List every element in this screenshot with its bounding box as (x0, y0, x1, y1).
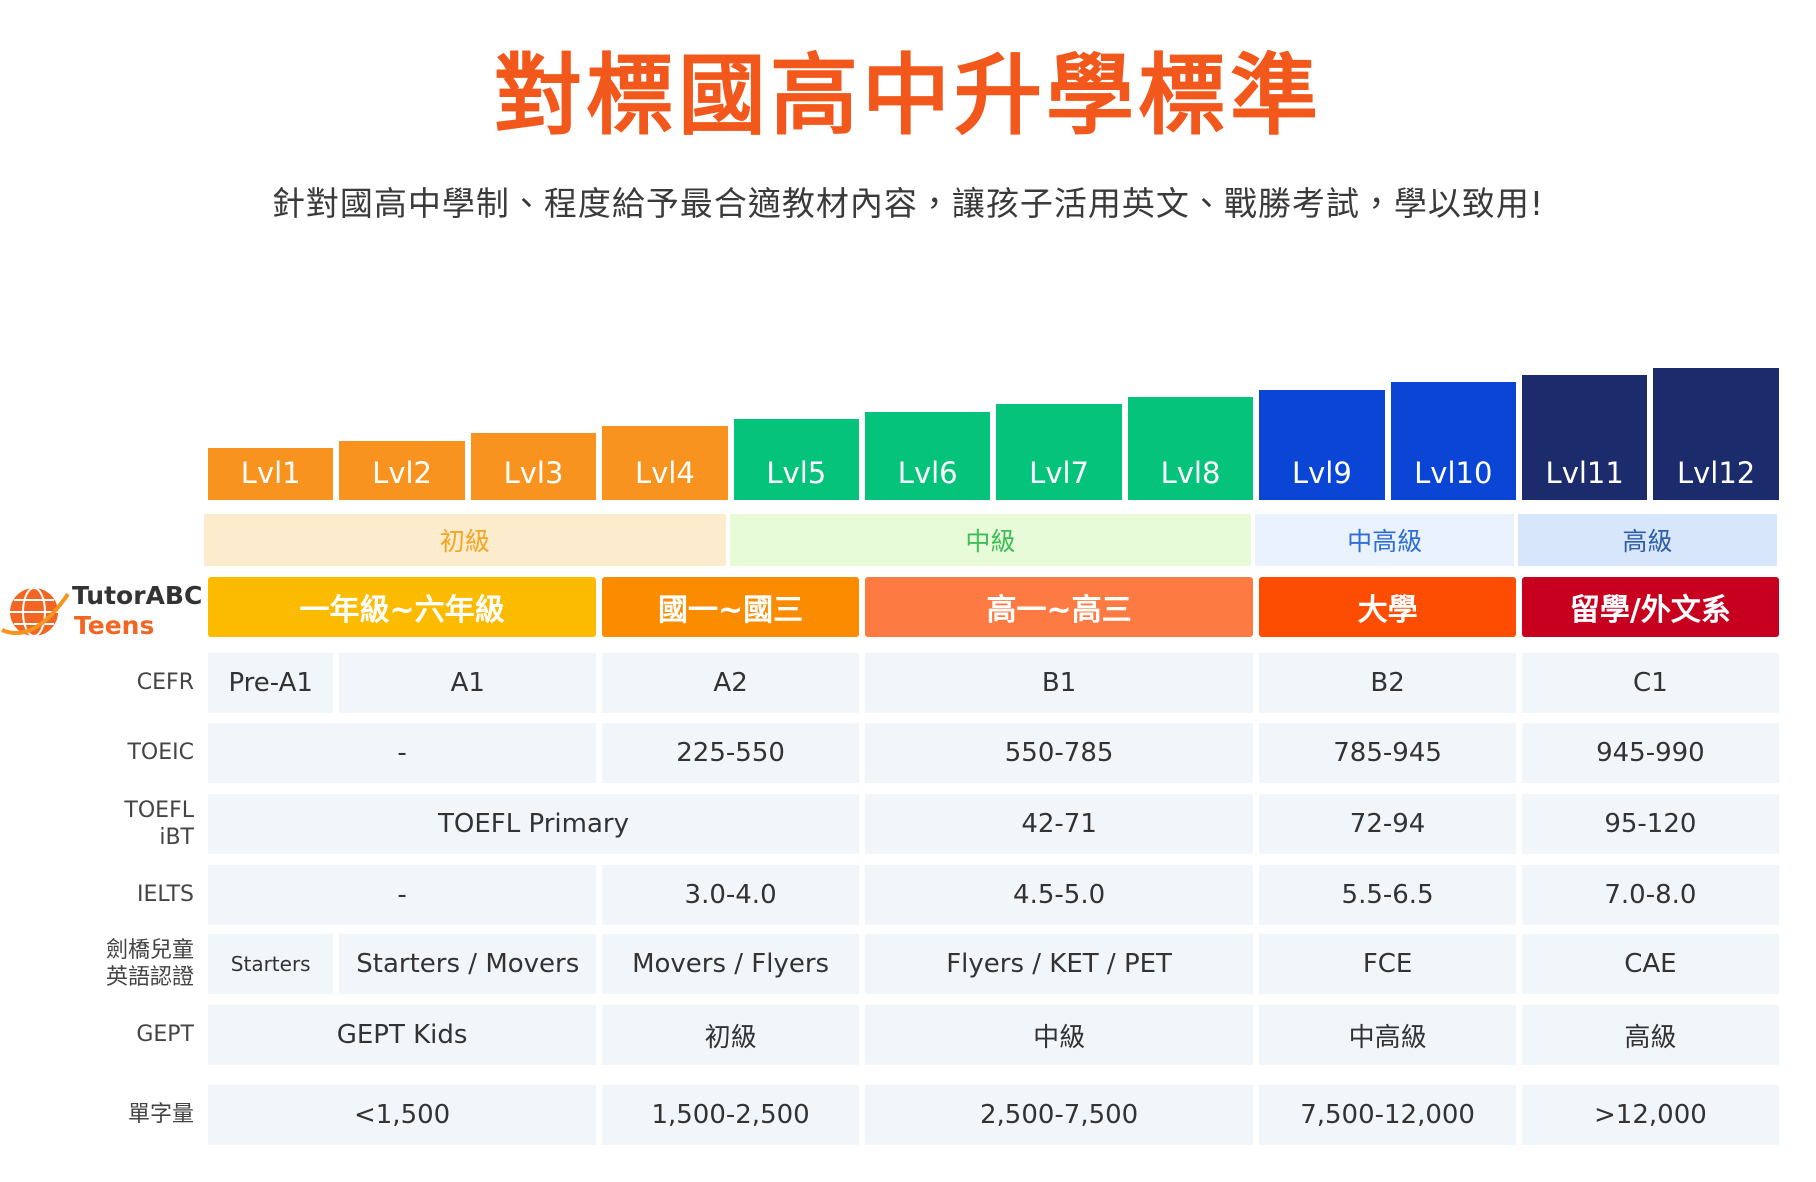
table-cell: FCE (1259, 934, 1516, 994)
row-label: TOEIC (0, 723, 194, 783)
table-cell: CAE (1522, 934, 1779, 994)
row-label: 劍橋兒童英語認證 (0, 934, 194, 994)
table-cell: 550-785 (865, 723, 1254, 783)
tier-label: 中高級 (1255, 514, 1514, 566)
table-cell: - (208, 723, 597, 783)
logo-globe (1, 587, 70, 637)
table-cell: Pre-A1 (208, 653, 334, 713)
grade-label: 一年級~六年級 (208, 577, 597, 637)
table-cell: A2 (602, 653, 859, 713)
table-cell: TOEFL Primary (208, 794, 859, 854)
row-label: TOEFL iBT (0, 794, 194, 854)
table-cell: 72-94 (1259, 794, 1516, 854)
table-cell: 中高級 (1259, 1005, 1516, 1065)
table-cell: 225-550 (602, 723, 859, 783)
title: 對標國高中升學標準 (493, 43, 1322, 147)
table-cell: C1 (1522, 653, 1779, 713)
row-label: 單字量 (0, 1085, 194, 1145)
row-label: IELTS (0, 865, 194, 925)
tier-label: 高級 (1518, 514, 1777, 566)
table-cell: B2 (1259, 653, 1516, 713)
table-cell: 785-945 (1259, 723, 1516, 783)
table-cell: Starters (208, 934, 334, 994)
grade-label: 大學 (1259, 577, 1516, 637)
table-cell: 3.0-4.0 (602, 865, 859, 925)
level-bar: Lvl8 (1127, 396, 1254, 500)
row-label-text: IELTS (136, 882, 194, 908)
table-cell: 945-990 (1522, 723, 1779, 783)
table-cell: 7.0-8.0 (1522, 865, 1779, 925)
table-cell: 95-120 (1522, 794, 1779, 854)
table-cell: 5.5-6.5 (1259, 865, 1516, 925)
row-label-text: 單字量 (127, 1102, 194, 1128)
level-bar: Lvl3 (470, 433, 597, 500)
level-bar: Lvl5 (733, 418, 859, 500)
table-cell: Flyers / KET / PET (865, 934, 1254, 994)
table-cell: Movers / Flyers (602, 934, 859, 994)
table-cell: 7,500-12,000 (1259, 1085, 1516, 1145)
table-cell: B1 (865, 653, 1254, 713)
level-bar: Lvl12 (1653, 367, 1779, 500)
table-cell: 1,500-2,500 (602, 1085, 859, 1145)
subtitle: 針對國高中學制、程度給予最合適教材內容，讓孩子活用英文、戰勝考試，學以致用! (271, 184, 1545, 223)
row-label-text: CEFR (136, 670, 194, 696)
table-cell: - (208, 865, 597, 925)
table-cell: 初級 (602, 1005, 859, 1065)
table-cell: Starters / Movers (339, 934, 597, 994)
table-cell: 高級 (1522, 1005, 1779, 1065)
row-label-text: TOEFL iBT (124, 797, 194, 851)
row-label: CEFR (0, 653, 194, 713)
table-cell: >12,000 (1522, 1085, 1779, 1145)
table-cell: 2,500-7,500 (865, 1085, 1254, 1145)
logo-name: TutorABC (72, 580, 203, 610)
table-cell: <1,500 (208, 1085, 597, 1145)
logo-sub: Teens (74, 610, 155, 640)
row-label: GEPT (0, 1005, 194, 1065)
level-bar: Lvl9 (1259, 389, 1385, 500)
table-cell: 中級 (865, 1005, 1254, 1065)
row-label-text: GEPT (136, 1022, 194, 1048)
table-cell: GEPT Kids (208, 1005, 597, 1065)
level-bar: Lvl6 (865, 411, 991, 500)
level-bar: Lvl11 (1522, 375, 1648, 500)
level-bar: Lvl2 (339, 440, 465, 500)
grade-label: 高一~高三 (865, 577, 1254, 637)
level-bar: Lvl10 (1390, 382, 1516, 500)
row-label-text: 劍橋兒童英語認證 (105, 937, 194, 991)
table-cell: 42-71 (865, 794, 1254, 854)
grade-label: 國一~國三 (602, 577, 859, 637)
table-cell: 4.5-5.0 (865, 865, 1254, 925)
table-cell: A1 (339, 653, 597, 713)
level-bar: Lvl1 (208, 448, 334, 500)
row-label-text: TOEIC (127, 740, 194, 766)
grade-label: 留學/外文系 (1522, 577, 1779, 637)
tier-label: 初級 (204, 514, 726, 566)
level-bar: Lvl7 (996, 404, 1122, 500)
level-bar: Lvl4 (602, 426, 728, 500)
tier-label: 中級 (729, 514, 1252, 566)
